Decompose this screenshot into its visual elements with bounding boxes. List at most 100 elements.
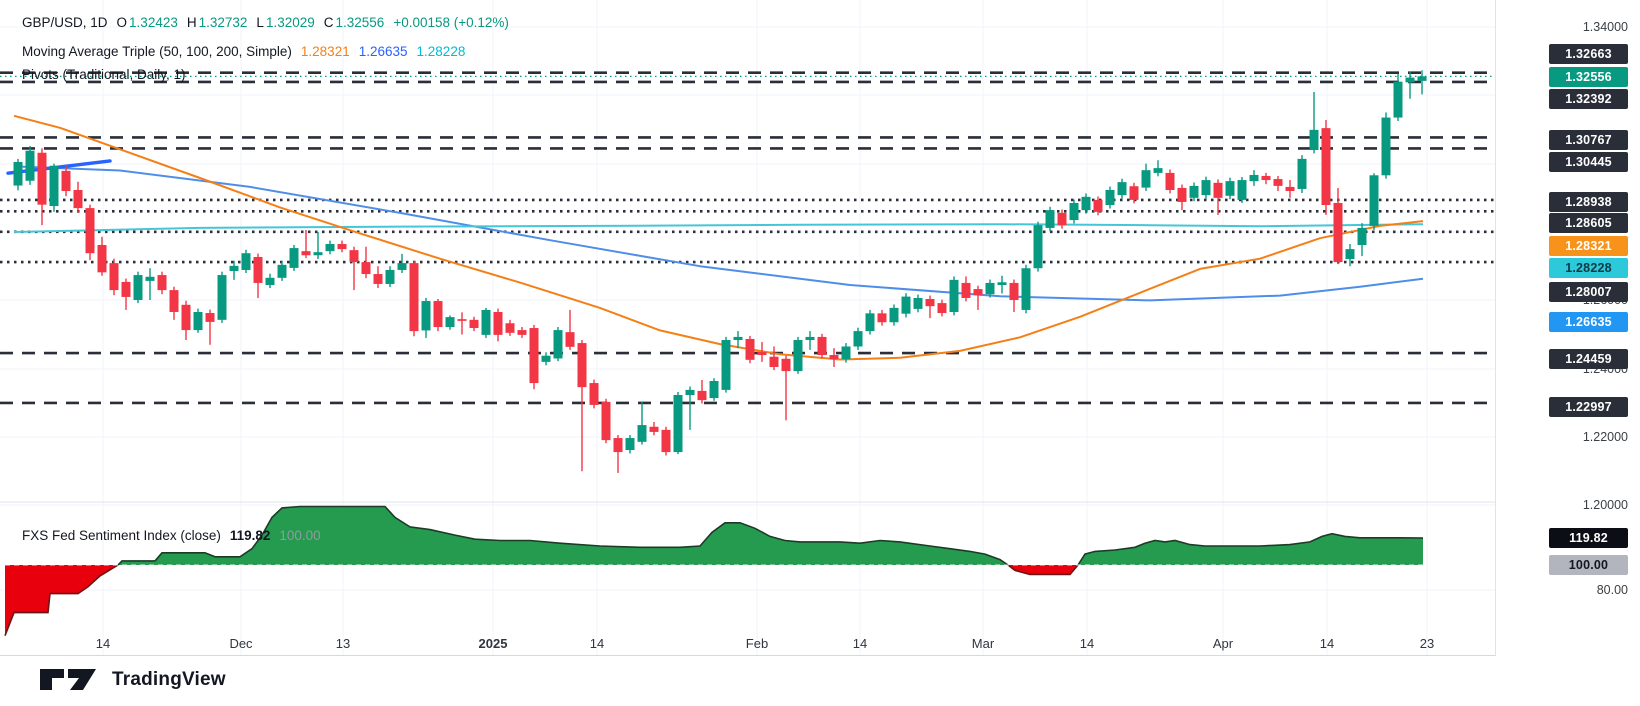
sentiment-area-positive bbox=[118, 506, 1008, 565]
price-badge-green: 1.32556 bbox=[1549, 67, 1628, 87]
candle-body bbox=[1345, 249, 1355, 260]
candle-body bbox=[697, 390, 707, 401]
price-axis-label: 1.22000 bbox=[1582, 430, 1628, 444]
ma200-line bbox=[13, 223, 1424, 233]
price-badge-dark: 1.32392 bbox=[1549, 89, 1628, 109]
candle-body bbox=[1069, 202, 1079, 221]
candle-body bbox=[1129, 186, 1139, 200]
candle-body bbox=[469, 319, 479, 329]
price-badge-orange: 1.28321 bbox=[1549, 236, 1628, 256]
candle-body bbox=[121, 281, 131, 297]
price-badge-dark: 1.30767 bbox=[1549, 130, 1628, 150]
sentiment-value: 119.82 bbox=[229, 528, 271, 543]
candle-body bbox=[169, 290, 179, 312]
candle-body bbox=[241, 253, 251, 270]
candle-body bbox=[37, 152, 47, 205]
pivots-legend-row[interactable]: Pivots (Traditional, Daily, 1) bbox=[22, 67, 186, 82]
open-value: O 1.32423 bbox=[116, 15, 178, 30]
candle-body bbox=[433, 301, 443, 328]
candle-body bbox=[769, 356, 779, 367]
candle-body bbox=[373, 274, 383, 284]
price-axis-label: 80.00 bbox=[1596, 583, 1628, 597]
sentiment-area-negative bbox=[1008, 565, 1078, 575]
candle-body bbox=[1309, 129, 1319, 151]
price-badge-dark: 1.32663 bbox=[1549, 44, 1628, 64]
price-axis[interactable]: 1.340001.260001.240001.220001.2000080.00… bbox=[1495, 0, 1640, 656]
tradingview-logo-icon bbox=[40, 669, 96, 690]
candle-body bbox=[1285, 186, 1295, 192]
tradingview-logo[interactable]: TradingView bbox=[38, 668, 226, 692]
candle-body bbox=[1057, 212, 1067, 226]
candle-body bbox=[1237, 180, 1247, 200]
candle-body bbox=[1081, 196, 1091, 211]
candle-body bbox=[349, 250, 359, 263]
candle-body bbox=[1105, 189, 1115, 206]
change-value: +0.00158 (+0.12%) bbox=[393, 15, 509, 30]
candle-body bbox=[913, 297, 923, 309]
time-axis[interactable]: 14 Dec 13 2025 14 Feb 14 Mar 14 Apr 14 23 bbox=[0, 636, 1640, 686]
time-axis-label: 14 bbox=[1319, 636, 1335, 651]
candle-body bbox=[193, 311, 203, 331]
ma-legend-row[interactable]: Moving Average Triple (50, 100, 200, Sim… bbox=[22, 44, 465, 59]
candle-body bbox=[793, 339, 803, 372]
candle-body bbox=[157, 275, 167, 291]
sentiment-line bbox=[1077, 532, 1424, 566]
candle-body bbox=[817, 336, 827, 356]
candle-body bbox=[253, 256, 263, 283]
price-chart-canvas[interactable] bbox=[0, 0, 1495, 656]
candle-body bbox=[661, 429, 671, 453]
sentiment-legend-row[interactable]: FXS Fed Sentiment Index (close) 119.82 1… bbox=[22, 528, 321, 543]
candle-body bbox=[805, 336, 815, 340]
time-axis-label: 14 bbox=[589, 636, 605, 651]
candle-body bbox=[1405, 77, 1415, 83]
candle-body bbox=[877, 313, 887, 323]
candle-body bbox=[73, 189, 83, 209]
candle-body bbox=[745, 338, 755, 360]
candle-body bbox=[1141, 170, 1151, 188]
candle-body bbox=[637, 425, 647, 442]
sentiment-baseline-value: 100.00 bbox=[279, 528, 321, 543]
trend-line-segment[interactable] bbox=[6, 159, 112, 175]
candle-body bbox=[409, 263, 419, 332]
candle-body bbox=[625, 438, 635, 451]
candle-body bbox=[97, 245, 107, 273]
candle-body bbox=[361, 262, 371, 275]
low-value: L 1.32029 bbox=[256, 15, 315, 30]
candle-body bbox=[217, 275, 227, 320]
candle-body bbox=[949, 279, 959, 312]
candle-body bbox=[685, 389, 695, 396]
time-axis-label: Apr bbox=[1212, 636, 1234, 651]
candle-body bbox=[25, 150, 35, 181]
candle-body bbox=[985, 282, 995, 295]
candle-body bbox=[397, 263, 407, 270]
ma50-value: 1.28321 bbox=[300, 44, 350, 59]
price-badge-black: 119.82 bbox=[1549, 528, 1628, 548]
price-axis-label: 1.34000 bbox=[1582, 20, 1628, 34]
candle-body bbox=[85, 208, 95, 254]
ma200-value: 1.28228 bbox=[416, 44, 466, 59]
candle-body bbox=[229, 265, 239, 271]
symbol-title: GBP/USD, 1D bbox=[22, 15, 108, 30]
time-axis-label: Mar bbox=[971, 636, 995, 651]
candle-body bbox=[325, 243, 335, 252]
candle-body bbox=[61, 170, 71, 192]
price-badge-dark: 1.24459 bbox=[1549, 349, 1628, 369]
symbol-legend-row[interactable]: GBP/USD, 1D O 1.32423 H 1.32732 L 1.32029 C… bbox=[22, 15, 509, 30]
price-badge-cyan: 1.28228 bbox=[1549, 258, 1628, 278]
candle-body bbox=[1357, 227, 1367, 246]
candle-body bbox=[1177, 187, 1187, 202]
time-axis-label: 14 bbox=[95, 636, 111, 651]
candle-body bbox=[649, 426, 659, 432]
price-badge-dark: 1.28938 bbox=[1549, 192, 1628, 212]
candle-body bbox=[757, 351, 767, 356]
candle-body bbox=[49, 165, 59, 207]
candle-body bbox=[901, 296, 911, 314]
price-badge-dark: 1.28605 bbox=[1549, 213, 1628, 233]
candle-body bbox=[997, 282, 1007, 285]
candle-body bbox=[1213, 182, 1223, 198]
ma-indicator-title: Moving Average Triple (50, 100, 200, Sim… bbox=[22, 44, 292, 59]
candle-body bbox=[961, 282, 971, 298]
candle-body bbox=[733, 336, 743, 340]
candle-body bbox=[457, 319, 467, 321]
candle-body bbox=[277, 264, 287, 278]
